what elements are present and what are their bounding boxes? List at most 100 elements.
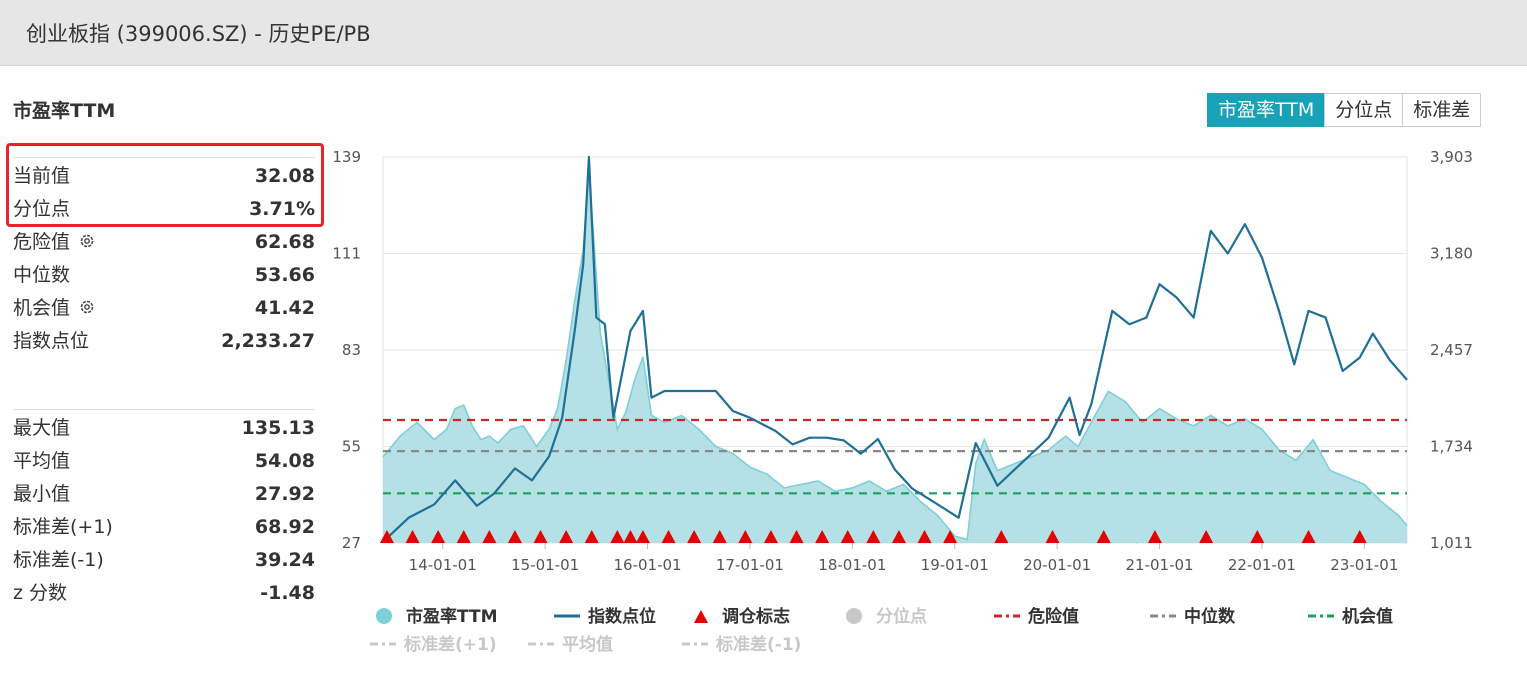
legend-item[interactable]: 市盈率TTM: [372, 602, 498, 627]
legend-label: 危险值: [1028, 607, 1079, 627]
rebalance-marker[interactable]: [623, 530, 638, 543]
stat-row: 机会值 41.42: [13, 292, 315, 325]
legend-dash-icon: [1308, 614, 1334, 618]
legend-item[interactable]: 指数点位: [554, 602, 656, 627]
rebalance-marker[interactable]: [431, 530, 446, 543]
x-tick-label: 23-01-01: [1330, 556, 1398, 574]
rebalance-marker[interactable]: [763, 530, 778, 543]
legend-circle-icon: [846, 608, 862, 624]
stat-row: 标准差(-1) 39.24: [13, 544, 315, 577]
stat-label: 最大值: [13, 417, 71, 439]
stat-label: 中位数: [13, 264, 71, 286]
rebalance-marker[interactable]: [712, 530, 727, 543]
pe-ttm-area: [383, 170, 1407, 544]
rebalance-marker[interactable]: [687, 530, 702, 543]
rebalance-marker[interactable]: [1352, 530, 1367, 543]
y-right-tick-label: 3,180: [1430, 245, 1473, 263]
legend-triangle-icon: [694, 610, 708, 623]
legend-label: 调仓标志: [722, 607, 790, 627]
chart-legend: 市盈率TTM 指数点位 调仓标志 分位点 危险值 中位数 机会值标准差(+1) 平均值 标准差(…: [370, 600, 1420, 660]
legend-line-icon: [554, 614, 580, 618]
legend-label: 指数点位: [588, 607, 656, 627]
rebalance-marker[interactable]: [789, 530, 804, 543]
rebalance-marker[interactable]: [994, 530, 1009, 543]
x-tick-label: 20-01-01: [1023, 556, 1091, 574]
gear-icon[interactable]: [78, 298, 96, 316]
legend-item[interactable]: 分位点: [842, 602, 927, 627]
legend-item[interactable]: 标准差(-1): [682, 630, 801, 655]
stats-top-divider: [13, 157, 315, 158]
rebalance-marker[interactable]: [891, 530, 906, 543]
rebalance-marker[interactable]: [1250, 530, 1265, 543]
rebalance-marker[interactable]: [584, 530, 599, 543]
pe-ttm-line: [382, 170, 1408, 541]
rebalance-marker[interactable]: [1096, 530, 1111, 543]
stat-value: 54.08: [254, 450, 315, 472]
rebalance-marker[interactable]: [1301, 530, 1316, 543]
stat-value: 62.68: [254, 231, 315, 253]
gear-icon[interactable]: [78, 232, 96, 250]
stat-label: 标准差(+1): [13, 516, 113, 538]
legend-item[interactable]: 危险值: [994, 602, 1079, 627]
rebalance-marker[interactable]: [405, 530, 420, 543]
legend-label: 标准差(-1): [716, 635, 802, 655]
rebalance-marker[interactable]: [482, 530, 497, 543]
rebalance-marker[interactable]: [1147, 530, 1162, 543]
legend-dash-icon: [370, 642, 396, 646]
stat-row: 分位点 3.71%: [13, 193, 315, 226]
legend-item[interactable]: 平均值: [528, 630, 613, 655]
x-tick-label: 16-01-01: [613, 556, 681, 574]
rebalance-marker[interactable]: [635, 530, 650, 543]
stat-row: 危险值 62.68: [13, 226, 315, 259]
rebalance-marker[interactable]: [943, 530, 958, 543]
rebalance-marker[interactable]: [379, 530, 394, 543]
legend-circle-icon: [376, 608, 392, 624]
rebalance-marker[interactable]: [917, 530, 932, 543]
x-tick-label: 18-01-01: [818, 556, 886, 574]
rebalance-marker[interactable]: [840, 530, 855, 543]
page-title: 创业板指 (399006.SZ) - 历史PE/PB: [26, 22, 371, 46]
y-left-tick-label: 55: [342, 438, 361, 456]
stat-value: 3.71%: [249, 198, 315, 220]
rebalance-marker[interactable]: [1199, 530, 1214, 543]
rebalance-marker[interactable]: [559, 530, 574, 543]
tab-2[interactable]: 标准差: [1402, 93, 1482, 127]
legend-item[interactable]: 中位数: [1150, 602, 1235, 627]
rebalance-marker[interactable]: [1045, 530, 1060, 543]
rebalance-marker[interactable]: [507, 530, 522, 543]
page-header: 创业板指 (399006.SZ) - 历史PE/PB: [0, 0, 1527, 66]
x-tick-label: 15-01-01: [511, 556, 579, 574]
tab-0[interactable]: 市盈率TTM: [1207, 93, 1326, 127]
stat-row: z 分数 -1.48: [13, 577, 315, 610]
y-right-tick-label: 1,011: [1430, 534, 1473, 552]
rebalance-marker[interactable]: [738, 530, 753, 543]
stats-middle-divider: [13, 409, 315, 410]
y-right-tick-label: 2,457: [1430, 341, 1473, 359]
stat-label: 最小值: [13, 483, 71, 505]
stat-value: 41.42: [254, 297, 315, 319]
x-tick-label: 17-01-01: [716, 556, 784, 574]
stat-label: 标准差(-1): [13, 549, 104, 571]
rebalance-marker[interactable]: [866, 530, 881, 543]
y-left-tick-label: 83: [342, 341, 361, 359]
legend-item[interactable]: 标准差(+1): [370, 630, 497, 655]
legend-item[interactable]: 机会值: [1308, 602, 1393, 627]
stat-label: 机会值: [13, 292, 96, 325]
stat-value: 135.13: [241, 417, 315, 439]
legend-label: 机会值: [1342, 607, 1393, 627]
rebalance-marker[interactable]: [661, 530, 676, 543]
y-right-tick-label: 1,734: [1430, 438, 1473, 456]
stat-row: 指数点位 2,233.27: [13, 325, 315, 358]
rebalance-marker[interactable]: [456, 530, 471, 543]
stats-top: 当前值 32.08 分位点 3.71% 危险值 62.68 中位数 53.66 机会值 41.42…: [13, 160, 315, 358]
tab-1[interactable]: 分位点: [1324, 93, 1404, 127]
legend-dash-icon: [682, 642, 708, 646]
rebalance-marker[interactable]: [533, 530, 548, 543]
legend-label: 中位数: [1184, 607, 1235, 627]
rebalance-marker[interactable]: [610, 530, 625, 543]
legend-item[interactable]: 调仓标志: [688, 602, 790, 627]
stat-value: -1.48: [260, 582, 315, 604]
rebalance-marker[interactable]: [815, 530, 830, 543]
stat-row: 最小值 27.92: [13, 478, 315, 511]
